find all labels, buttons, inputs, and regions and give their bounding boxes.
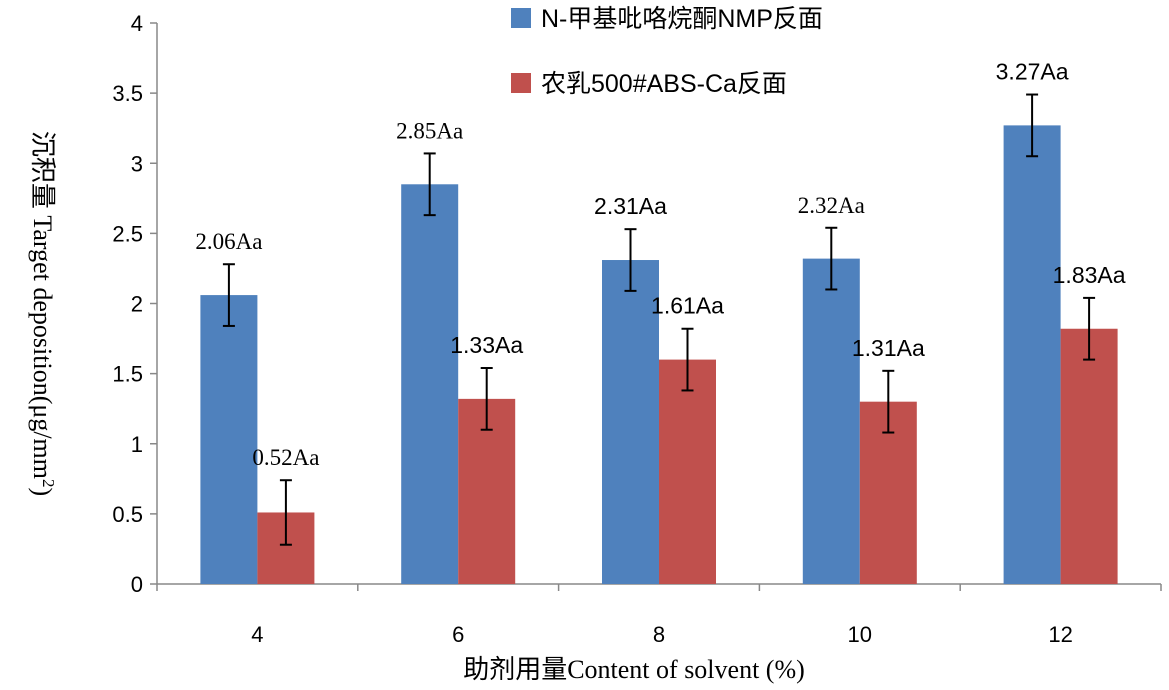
legend-swatch-nmp	[511, 8, 531, 28]
x-tick-label: 4	[251, 622, 263, 647]
data-label: 2.85Aa	[396, 118, 463, 143]
bar-abs-ca	[1060, 328, 1118, 584]
y-tick-label: 4	[131, 11, 143, 36]
y-tick-label: 2	[131, 292, 143, 317]
x-tick-label: 6	[452, 622, 464, 647]
data-label: 2.06Aa	[195, 229, 262, 254]
y-tick-label: 3.5	[112, 81, 143, 106]
data-label: 2.32Aa	[798, 193, 865, 218]
y-axis-title: 沉积量 Target deposition(μg/mm2)	[28, 131, 58, 496]
y-tick-label: 1	[131, 432, 143, 457]
bar-abs-ca	[659, 359, 716, 584]
legend-label: N-甲基吡咯烷酮NMP反面	[541, 5, 823, 33]
legend-swatch-abs-ca	[511, 73, 531, 93]
bar-nmp	[602, 260, 659, 584]
y-tick-label: 1.5	[112, 362, 143, 387]
data-label: 1.33Aa	[450, 332, 523, 358]
y-tick-label: 3	[131, 151, 143, 176]
bar-nmp	[1003, 125, 1061, 584]
data-label: 1.83Aa	[1053, 262, 1126, 288]
error-bars	[222, 93, 1096, 546]
data-label: 0.52Aa	[252, 445, 319, 470]
y-tick-label: 2.5	[112, 221, 143, 246]
x-tick-label: 12	[1048, 622, 1072, 647]
bars	[200, 125, 1118, 584]
bar-nmp	[200, 295, 258, 584]
legend-label: 农乳500#ABS-Ca反面	[541, 70, 787, 98]
x-tick-label: 8	[653, 622, 665, 647]
data-label: 2.31Aa	[594, 193, 667, 219]
bar-nmp	[401, 184, 459, 584]
x-tick-label: 10	[848, 622, 872, 647]
y-tick-label: 0	[131, 572, 143, 597]
x-axis-title: 助剂用量Content of solvent (%)	[463, 655, 805, 684]
axes: 0 0.5 1 1.5 2 2.5 3 3.5 4 4 6 8 10 12	[112, 11, 1162, 647]
data-label: 1.31Aa	[852, 335, 925, 361]
data-labels: 2.06Aa 2.85Aa 2.31Aa 2.32Aa 3.27Aa 0.52Aa 1.33…	[195, 59, 1125, 471]
bar-nmp	[802, 258, 860, 584]
data-label: 3.27Aa	[996, 59, 1069, 85]
y-tick-label: 0.5	[112, 502, 143, 527]
data-label: 1.61Aa	[651, 293, 724, 319]
